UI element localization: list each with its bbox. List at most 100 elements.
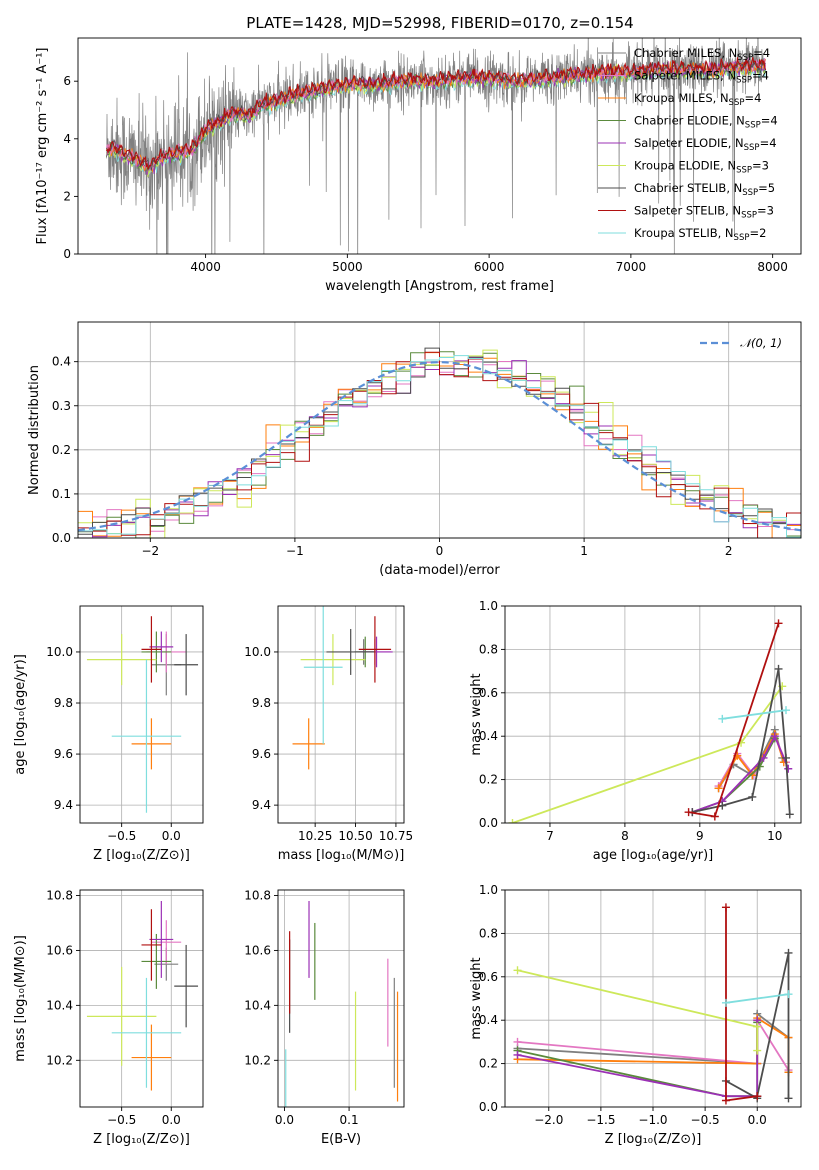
mass-weight-marker	[721, 1096, 730, 1105]
mass-weight-marker	[513, 1037, 522, 1046]
y-tick-label: 9.4	[252, 798, 271, 812]
y-tick-label: 9.4	[54, 798, 73, 812]
mass-weight-marker	[785, 810, 794, 819]
mass-vs-z-panel: −0.5 0.0 10.2 10.4 10.6 10.8 Z [log₁₀(Z/Z⊙)] ma…	[13, 888, 204, 1147]
mass-weight-marker	[748, 792, 757, 801]
y-tick-label: 0.2	[52, 443, 71, 457]
x-axis-label: Z [log₁₀(Z/Z⊙)]	[605, 1132, 702, 1147]
x-tick-label: −1.5	[586, 1113, 615, 1127]
mass-weight-marker	[753, 1046, 762, 1055]
plot-area	[285, 900, 399, 1107]
x-tick-label: −1	[286, 544, 304, 558]
y-tick-label: 0.6	[479, 970, 498, 984]
y-tick-label: 0.4	[52, 355, 71, 369]
y-tick-label: 0.2	[479, 773, 498, 787]
axes-frame	[504, 889, 802, 1108]
x-tick-label: 0.0	[275, 1113, 294, 1127]
x-tick-label: 8000	[757, 260, 788, 274]
age-vs-mass-panel: 10.25 10.50 10.75 9.4 9.6 9.8 10.0 mass [log₁₀(…	[244, 605, 413, 863]
y-tick-label: 10.0	[244, 645, 271, 659]
x-tick-label: 2	[725, 544, 733, 558]
mass-weight-marker	[782, 753, 791, 762]
y-tick-label: 9.6	[54, 747, 73, 761]
mass-weight-marker	[753, 1022, 762, 1031]
legend-entry-label: 𝒩(0, 1)	[740, 336, 782, 350]
x-axis-label: wavelength [Angstrom, rest frame]	[325, 279, 554, 294]
x-axis-label: mass [log₁₀(M/M⊙)]	[278, 848, 405, 863]
y-tick-label: 10.4	[46, 998, 73, 1012]
mass-weight-marker	[721, 998, 730, 1007]
legend-entry-label: Chabrier STELIB, NSSP=5	[634, 181, 775, 198]
spectrum-legend: Chabrier MILES, NSSP=4 Salpeter MILES, NS…	[598, 46, 778, 243]
mass-weight-marker	[770, 732, 779, 741]
y-tick-label: 0.0	[52, 531, 71, 545]
y-tick-label: 9.6	[252, 747, 271, 761]
axes-frame	[277, 605, 405, 824]
legend-entry-label: Kroupa STELIB, NSSP=2	[634, 226, 766, 243]
mass-weight-line	[725, 993, 789, 1004]
mass-weight-marker	[774, 664, 783, 673]
legend-entry-label: Kroupa MILES, NSSP=4	[634, 91, 761, 108]
y-tick-label: 0.0	[479, 816, 498, 830]
spectrum-model-line	[105, 57, 767, 172]
legend-entry-label: Kroupa ELODIE, NSSP=3	[634, 159, 769, 176]
plot-area	[508, 619, 794, 823]
axes-frame	[277, 889, 405, 1108]
x-tick-label: 0	[436, 544, 444, 558]
y-tick-label: 0.8	[479, 926, 498, 940]
y-tick-label: 9.8	[54, 696, 73, 710]
y-tick-label: 10.0	[46, 645, 73, 659]
x-tick-label: −2.0	[534, 1113, 563, 1127]
mass-vs-ebv-panel: 0.0 0.1 10.2 10.4 10.6 10.8 E(B-V)	[244, 888, 405, 1147]
y-tick-label: 10.8	[244, 888, 271, 902]
y-axis-label: Normed distribution	[27, 365, 42, 495]
mass-weight-marker	[718, 801, 727, 810]
legend-entry-label: Chabrier MILES, NSSP=4	[634, 46, 770, 63]
axes-frame	[504, 605, 802, 824]
y-tick-label: 1.0	[479, 599, 498, 613]
y-tick-label: 10.2	[46, 1053, 73, 1067]
x-tick-label: 10.50	[338, 829, 372, 843]
x-tick-label: −2	[141, 544, 159, 558]
legend-entry-label: Chabrier ELODIE, NSSP=4	[634, 114, 778, 131]
x-tick-label: −1.0	[638, 1113, 667, 1127]
mass-weight-marker	[718, 714, 727, 723]
mass-weight-marker	[782, 706, 791, 715]
spectrum-panel: 4000 5000 6000 7000 8000 0 2 4 6 wavelength [Angs…	[35, 37, 802, 294]
y-tick-label: 0.2	[479, 1057, 498, 1071]
plot-area	[86, 616, 199, 813]
y-tick-label: 2	[63, 189, 71, 203]
mass-weight-marker	[684, 808, 693, 817]
axes-frame	[79, 605, 204, 824]
mass-weight-marker	[710, 812, 719, 821]
mass-weight-marker	[784, 764, 793, 773]
x-tick-label: 6000	[474, 260, 505, 274]
plot-area	[292, 606, 393, 770]
y-tick-label: 10.2	[244, 1053, 271, 1067]
x-tick-label: 8	[621, 829, 629, 843]
y-tick-label: 10.8	[46, 888, 73, 902]
y-tick-label: 0.4	[479, 1013, 498, 1027]
axes-frame	[79, 889, 204, 1108]
plot-area	[78, 347, 801, 538]
mass-weight-vs-age-panel: 7 8 9 10 0.0 0.2 0.4 0.6 0.8 1.0 age [log₁₀(age/yr…	[469, 599, 802, 863]
plot-area	[86, 900, 199, 1091]
y-tick-label: 0.0	[479, 1100, 498, 1114]
plot-area	[513, 903, 793, 1105]
x-tick-label: 4000	[190, 260, 221, 274]
mass-weight-marker	[784, 1094, 793, 1103]
mass-weight-line	[517, 1020, 759, 1098]
x-axis-label: (data-model)/error	[379, 563, 500, 578]
x-axis-label: Z [log₁₀(Z/Z⊙)]	[93, 1132, 190, 1147]
x-tick-label: −0.5	[107, 829, 136, 843]
figure-title: PLATE=1428, MJD=52998, FIBERID=0170, z=0…	[246, 14, 633, 32]
mass-weight-marker	[714, 784, 723, 793]
mass-weight-line	[722, 709, 787, 720]
mass-weight-marker	[508, 819, 517, 823]
histogram-step-line	[78, 355, 801, 538]
x-tick-label: 10.25	[298, 829, 332, 843]
y-tick-label: 0.6	[479, 686, 498, 700]
mass-weight-marker	[513, 966, 522, 975]
